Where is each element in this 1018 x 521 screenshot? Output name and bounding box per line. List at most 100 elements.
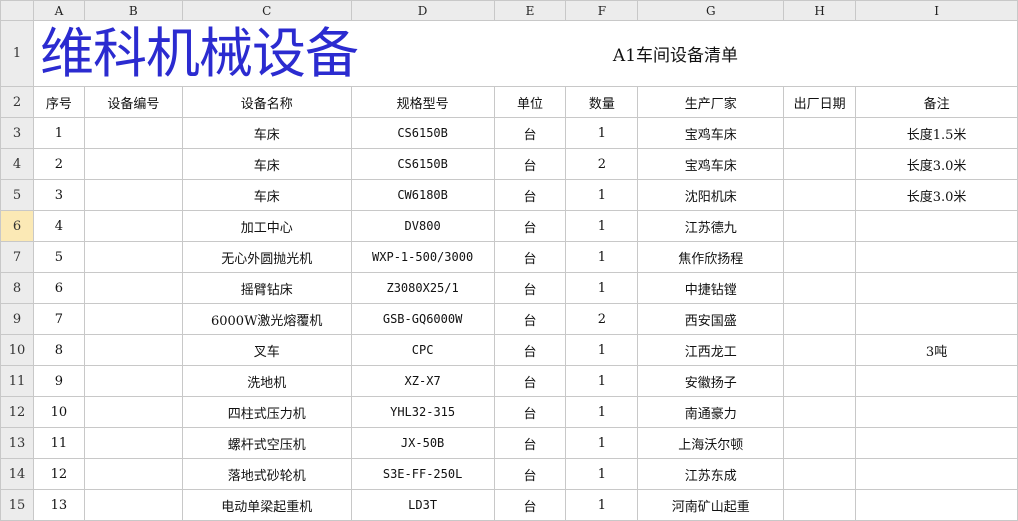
cell-e[interactable]: 台 [493, 241, 567, 273]
cell-b[interactable] [83, 179, 183, 211]
row-header[interactable]: 10 [0, 334, 34, 366]
cell-i[interactable] [855, 210, 1018, 242]
cell-h[interactable] [783, 241, 857, 273]
select-all-corner[interactable] [0, 0, 34, 21]
cell-b[interactable] [83, 272, 183, 304]
cell-i[interactable]: 3吨 [855, 334, 1018, 366]
cell-h[interactable] [783, 272, 857, 304]
column-header-A[interactable]: A [32, 0, 85, 21]
row-header[interactable]: 3 [0, 117, 34, 149]
cell-d[interactable]: WXP-1-500/3000 [350, 241, 495, 273]
cell-g[interactable]: 西安国盛 [637, 303, 785, 335]
cell-e[interactable]: 台 [493, 148, 567, 180]
cell-c[interactable]: 车床 [181, 117, 352, 149]
cell-a[interactable]: 2 [32, 148, 85, 180]
cell-e[interactable]: 台 [493, 365, 567, 397]
cell-i[interactable] [855, 241, 1018, 273]
cell-b[interactable] [83, 210, 183, 242]
row-header[interactable]: 2 [0, 86, 34, 118]
header-cell[interactable]: 出厂日期 [783, 86, 857, 118]
column-header-I[interactable]: I [855, 0, 1018, 21]
cell-g[interactable]: 江苏德九 [637, 210, 785, 242]
row-header[interactable]: 1 [0, 20, 34, 87]
cell-f[interactable]: 1 [565, 458, 639, 490]
cell-a[interactable]: 10 [32, 396, 85, 428]
cell-g[interactable]: 安徽扬子 [637, 365, 785, 397]
cell-h[interactable] [783, 334, 857, 366]
cell-h[interactable] [783, 365, 857, 397]
cell-b[interactable] [83, 117, 183, 149]
cell-d[interactable]: CPC [350, 334, 495, 366]
cell-g[interactable]: 宝鸡车床 [637, 148, 785, 180]
header-cell[interactable]: 序号 [32, 86, 85, 118]
row-header[interactable]: 7 [0, 241, 34, 273]
cell-a[interactable]: 1 [32, 117, 85, 149]
header-cell[interactable]: 备注 [855, 86, 1018, 118]
cell-b[interactable] [83, 458, 183, 490]
cell-a[interactable]: 8 [32, 334, 85, 366]
cell-g[interactable]: 江苏东成 [637, 458, 785, 490]
cell-h[interactable] [783, 303, 857, 335]
header-cell[interactable]: 规格型号 [350, 86, 495, 118]
cell-f[interactable]: 1 [565, 272, 639, 304]
cell-f[interactable]: 1 [565, 334, 639, 366]
cell-f[interactable]: 1 [565, 117, 639, 149]
cell-c[interactable]: 车床 [181, 148, 352, 180]
cell-h[interactable] [783, 396, 857, 428]
cell-b[interactable] [83, 334, 183, 366]
cell-c[interactable]: 四柱式压力机 [181, 396, 352, 428]
cell-c[interactable]: 洗地机 [181, 365, 352, 397]
row-header[interactable]: 4 [0, 148, 34, 180]
cell-b[interactable] [83, 427, 183, 459]
row-header[interactable]: 6 [0, 210, 34, 242]
cell-e[interactable]: 台 [493, 117, 567, 149]
cell-i[interactable] [855, 458, 1018, 490]
cell-h[interactable] [783, 210, 857, 242]
cell-a[interactable]: 12 [32, 458, 85, 490]
column-header-H[interactable]: H [783, 0, 857, 21]
header-cell[interactable]: 数量 [565, 86, 639, 118]
row-header[interactable]: 12 [0, 396, 34, 428]
cell-e[interactable]: 台 [493, 334, 567, 366]
cell-f[interactable]: 1 [565, 365, 639, 397]
row-header[interactable]: 13 [0, 427, 34, 459]
cell-h[interactable] [783, 427, 857, 459]
cell-g[interactable]: 上海沃尔顿 [637, 427, 785, 459]
cell-a[interactable]: 3 [32, 179, 85, 211]
cell-b[interactable] [83, 365, 183, 397]
cell-d[interactable]: S3E-FF-250L [350, 458, 495, 490]
cell-i[interactable] [855, 365, 1018, 397]
column-header-E[interactable]: E [493, 0, 567, 21]
cell-b[interactable] [83, 303, 183, 335]
cell-d[interactable]: CW6180B [350, 179, 495, 211]
row-header[interactable]: 11 [0, 365, 34, 397]
cell-i[interactable] [855, 272, 1018, 304]
cell-d[interactable]: XZ-X7 [350, 365, 495, 397]
cell-i[interactable] [855, 303, 1018, 335]
column-header-G[interactable]: G [637, 0, 785, 21]
sheet-title[interactable]: A1车间设备清单 [32, 20, 1018, 87]
cell-c[interactable]: 车床 [181, 179, 352, 211]
column-header-B[interactable]: B [83, 0, 183, 21]
cell-b[interactable] [83, 148, 183, 180]
cell-e[interactable]: 台 [493, 303, 567, 335]
cell-e[interactable]: 台 [493, 272, 567, 304]
cell-d[interactable]: YHL32-315 [350, 396, 495, 428]
cell-e[interactable]: 台 [493, 210, 567, 242]
cell-i[interactable] [855, 396, 1018, 428]
header-cell[interactable]: 生产厂家 [637, 86, 785, 118]
header-cell[interactable]: 设备编号 [83, 86, 183, 118]
cell-h[interactable] [783, 179, 857, 211]
cell-b[interactable] [83, 396, 183, 428]
cell-b[interactable] [83, 241, 183, 273]
cell-g[interactable]: 南通豪力 [637, 396, 785, 428]
cell-e[interactable]: 台 [493, 396, 567, 428]
cell-a[interactable]: 9 [32, 365, 85, 397]
cell-f[interactable]: 1 [565, 179, 639, 211]
cell-i[interactable] [855, 427, 1018, 459]
cell-d[interactable]: CS6150B [350, 148, 495, 180]
header-cell[interactable]: 单位 [493, 86, 567, 118]
cell-c[interactable]: 加工中心 [181, 210, 352, 242]
cell-i[interactable]: 长度1.5米 [855, 117, 1018, 149]
cell-a[interactable]: 4 [32, 210, 85, 242]
